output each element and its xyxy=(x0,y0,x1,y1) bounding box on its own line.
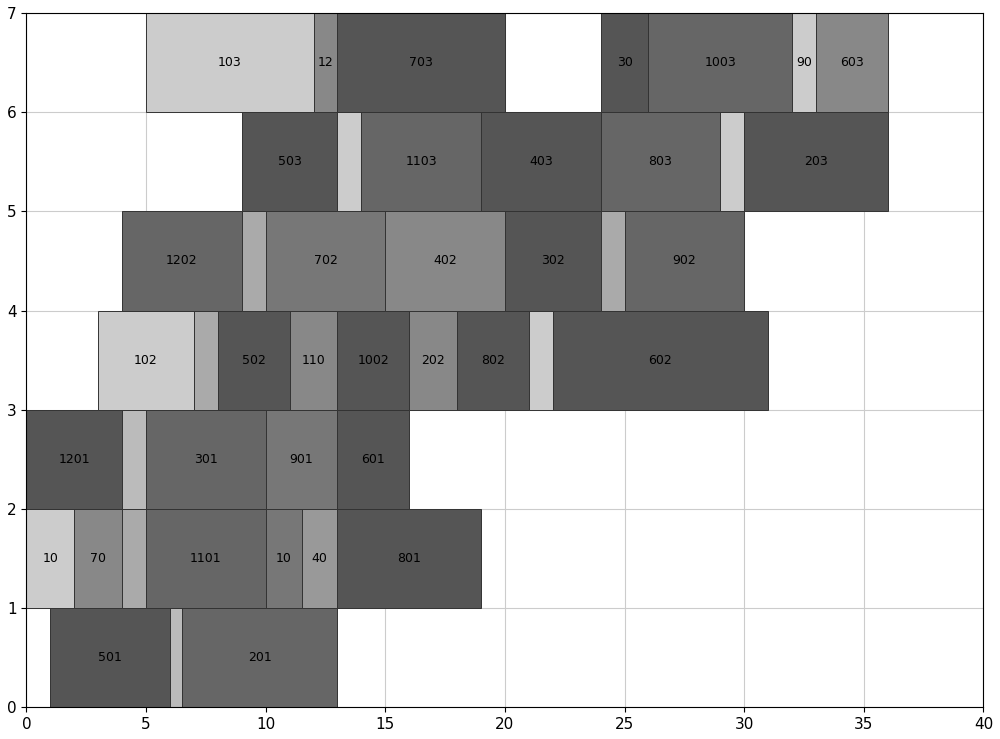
Text: 1202: 1202 xyxy=(166,254,198,268)
FancyBboxPatch shape xyxy=(601,13,648,112)
Text: 703: 703 xyxy=(409,56,433,69)
FancyBboxPatch shape xyxy=(337,409,409,509)
Text: 102: 102 xyxy=(134,354,158,367)
Text: 103: 103 xyxy=(218,56,242,69)
Text: 403: 403 xyxy=(529,155,553,168)
Text: 1002: 1002 xyxy=(357,354,389,367)
Text: 301: 301 xyxy=(194,453,218,466)
FancyBboxPatch shape xyxy=(816,13,888,112)
Text: 1103: 1103 xyxy=(405,155,437,168)
Text: 10: 10 xyxy=(276,552,292,565)
FancyBboxPatch shape xyxy=(146,509,266,608)
FancyBboxPatch shape xyxy=(481,112,601,211)
FancyBboxPatch shape xyxy=(337,112,361,211)
FancyBboxPatch shape xyxy=(122,509,146,608)
FancyBboxPatch shape xyxy=(385,211,505,310)
FancyBboxPatch shape xyxy=(242,211,266,310)
FancyBboxPatch shape xyxy=(314,13,337,112)
FancyBboxPatch shape xyxy=(601,211,625,310)
FancyBboxPatch shape xyxy=(601,112,720,211)
FancyBboxPatch shape xyxy=(266,509,302,608)
Text: 202: 202 xyxy=(421,354,445,367)
FancyBboxPatch shape xyxy=(74,509,122,608)
Text: 1201: 1201 xyxy=(58,453,90,466)
Text: 10: 10 xyxy=(42,552,58,565)
FancyBboxPatch shape xyxy=(170,608,182,707)
FancyBboxPatch shape xyxy=(505,211,601,310)
Text: 902: 902 xyxy=(672,254,696,268)
Text: 603: 603 xyxy=(840,56,864,69)
Text: 802: 802 xyxy=(481,354,505,367)
FancyBboxPatch shape xyxy=(361,112,481,211)
FancyBboxPatch shape xyxy=(409,310,457,409)
Text: 503: 503 xyxy=(278,155,302,168)
Text: 302: 302 xyxy=(541,254,565,268)
FancyBboxPatch shape xyxy=(792,13,816,112)
FancyBboxPatch shape xyxy=(337,13,505,112)
FancyBboxPatch shape xyxy=(529,310,553,409)
Text: 110: 110 xyxy=(302,354,325,367)
Text: 70: 70 xyxy=(90,552,106,565)
FancyBboxPatch shape xyxy=(302,509,337,608)
FancyBboxPatch shape xyxy=(337,310,409,409)
FancyBboxPatch shape xyxy=(122,409,146,509)
Text: 40: 40 xyxy=(312,552,327,565)
FancyBboxPatch shape xyxy=(146,409,266,509)
Text: 30: 30 xyxy=(617,56,632,69)
Text: 501: 501 xyxy=(98,651,122,664)
Text: 201: 201 xyxy=(248,651,272,664)
FancyBboxPatch shape xyxy=(266,211,385,310)
Text: 402: 402 xyxy=(433,254,457,268)
FancyBboxPatch shape xyxy=(290,310,337,409)
FancyBboxPatch shape xyxy=(744,112,888,211)
Text: 803: 803 xyxy=(649,155,672,168)
FancyBboxPatch shape xyxy=(218,310,290,409)
Text: 602: 602 xyxy=(649,354,672,367)
FancyBboxPatch shape xyxy=(625,211,744,310)
Text: 90: 90 xyxy=(796,56,812,69)
FancyBboxPatch shape xyxy=(337,509,481,608)
FancyBboxPatch shape xyxy=(122,211,242,310)
Text: 801: 801 xyxy=(397,552,421,565)
FancyBboxPatch shape xyxy=(194,310,218,409)
Text: 203: 203 xyxy=(804,155,828,168)
FancyBboxPatch shape xyxy=(50,608,170,707)
FancyBboxPatch shape xyxy=(26,509,74,608)
Text: 12: 12 xyxy=(318,56,333,69)
FancyBboxPatch shape xyxy=(146,13,314,112)
FancyBboxPatch shape xyxy=(720,112,744,211)
Text: 702: 702 xyxy=(314,254,337,268)
Text: 601: 601 xyxy=(361,453,385,466)
FancyBboxPatch shape xyxy=(98,310,194,409)
FancyBboxPatch shape xyxy=(648,13,792,112)
FancyBboxPatch shape xyxy=(457,310,529,409)
FancyBboxPatch shape xyxy=(182,608,337,707)
Text: 1101: 1101 xyxy=(190,552,222,565)
FancyBboxPatch shape xyxy=(553,310,768,409)
FancyBboxPatch shape xyxy=(26,409,122,509)
FancyBboxPatch shape xyxy=(242,112,337,211)
Text: 1003: 1003 xyxy=(704,56,736,69)
Text: 502: 502 xyxy=(242,354,266,367)
Text: 901: 901 xyxy=(290,453,313,466)
FancyBboxPatch shape xyxy=(266,409,337,509)
